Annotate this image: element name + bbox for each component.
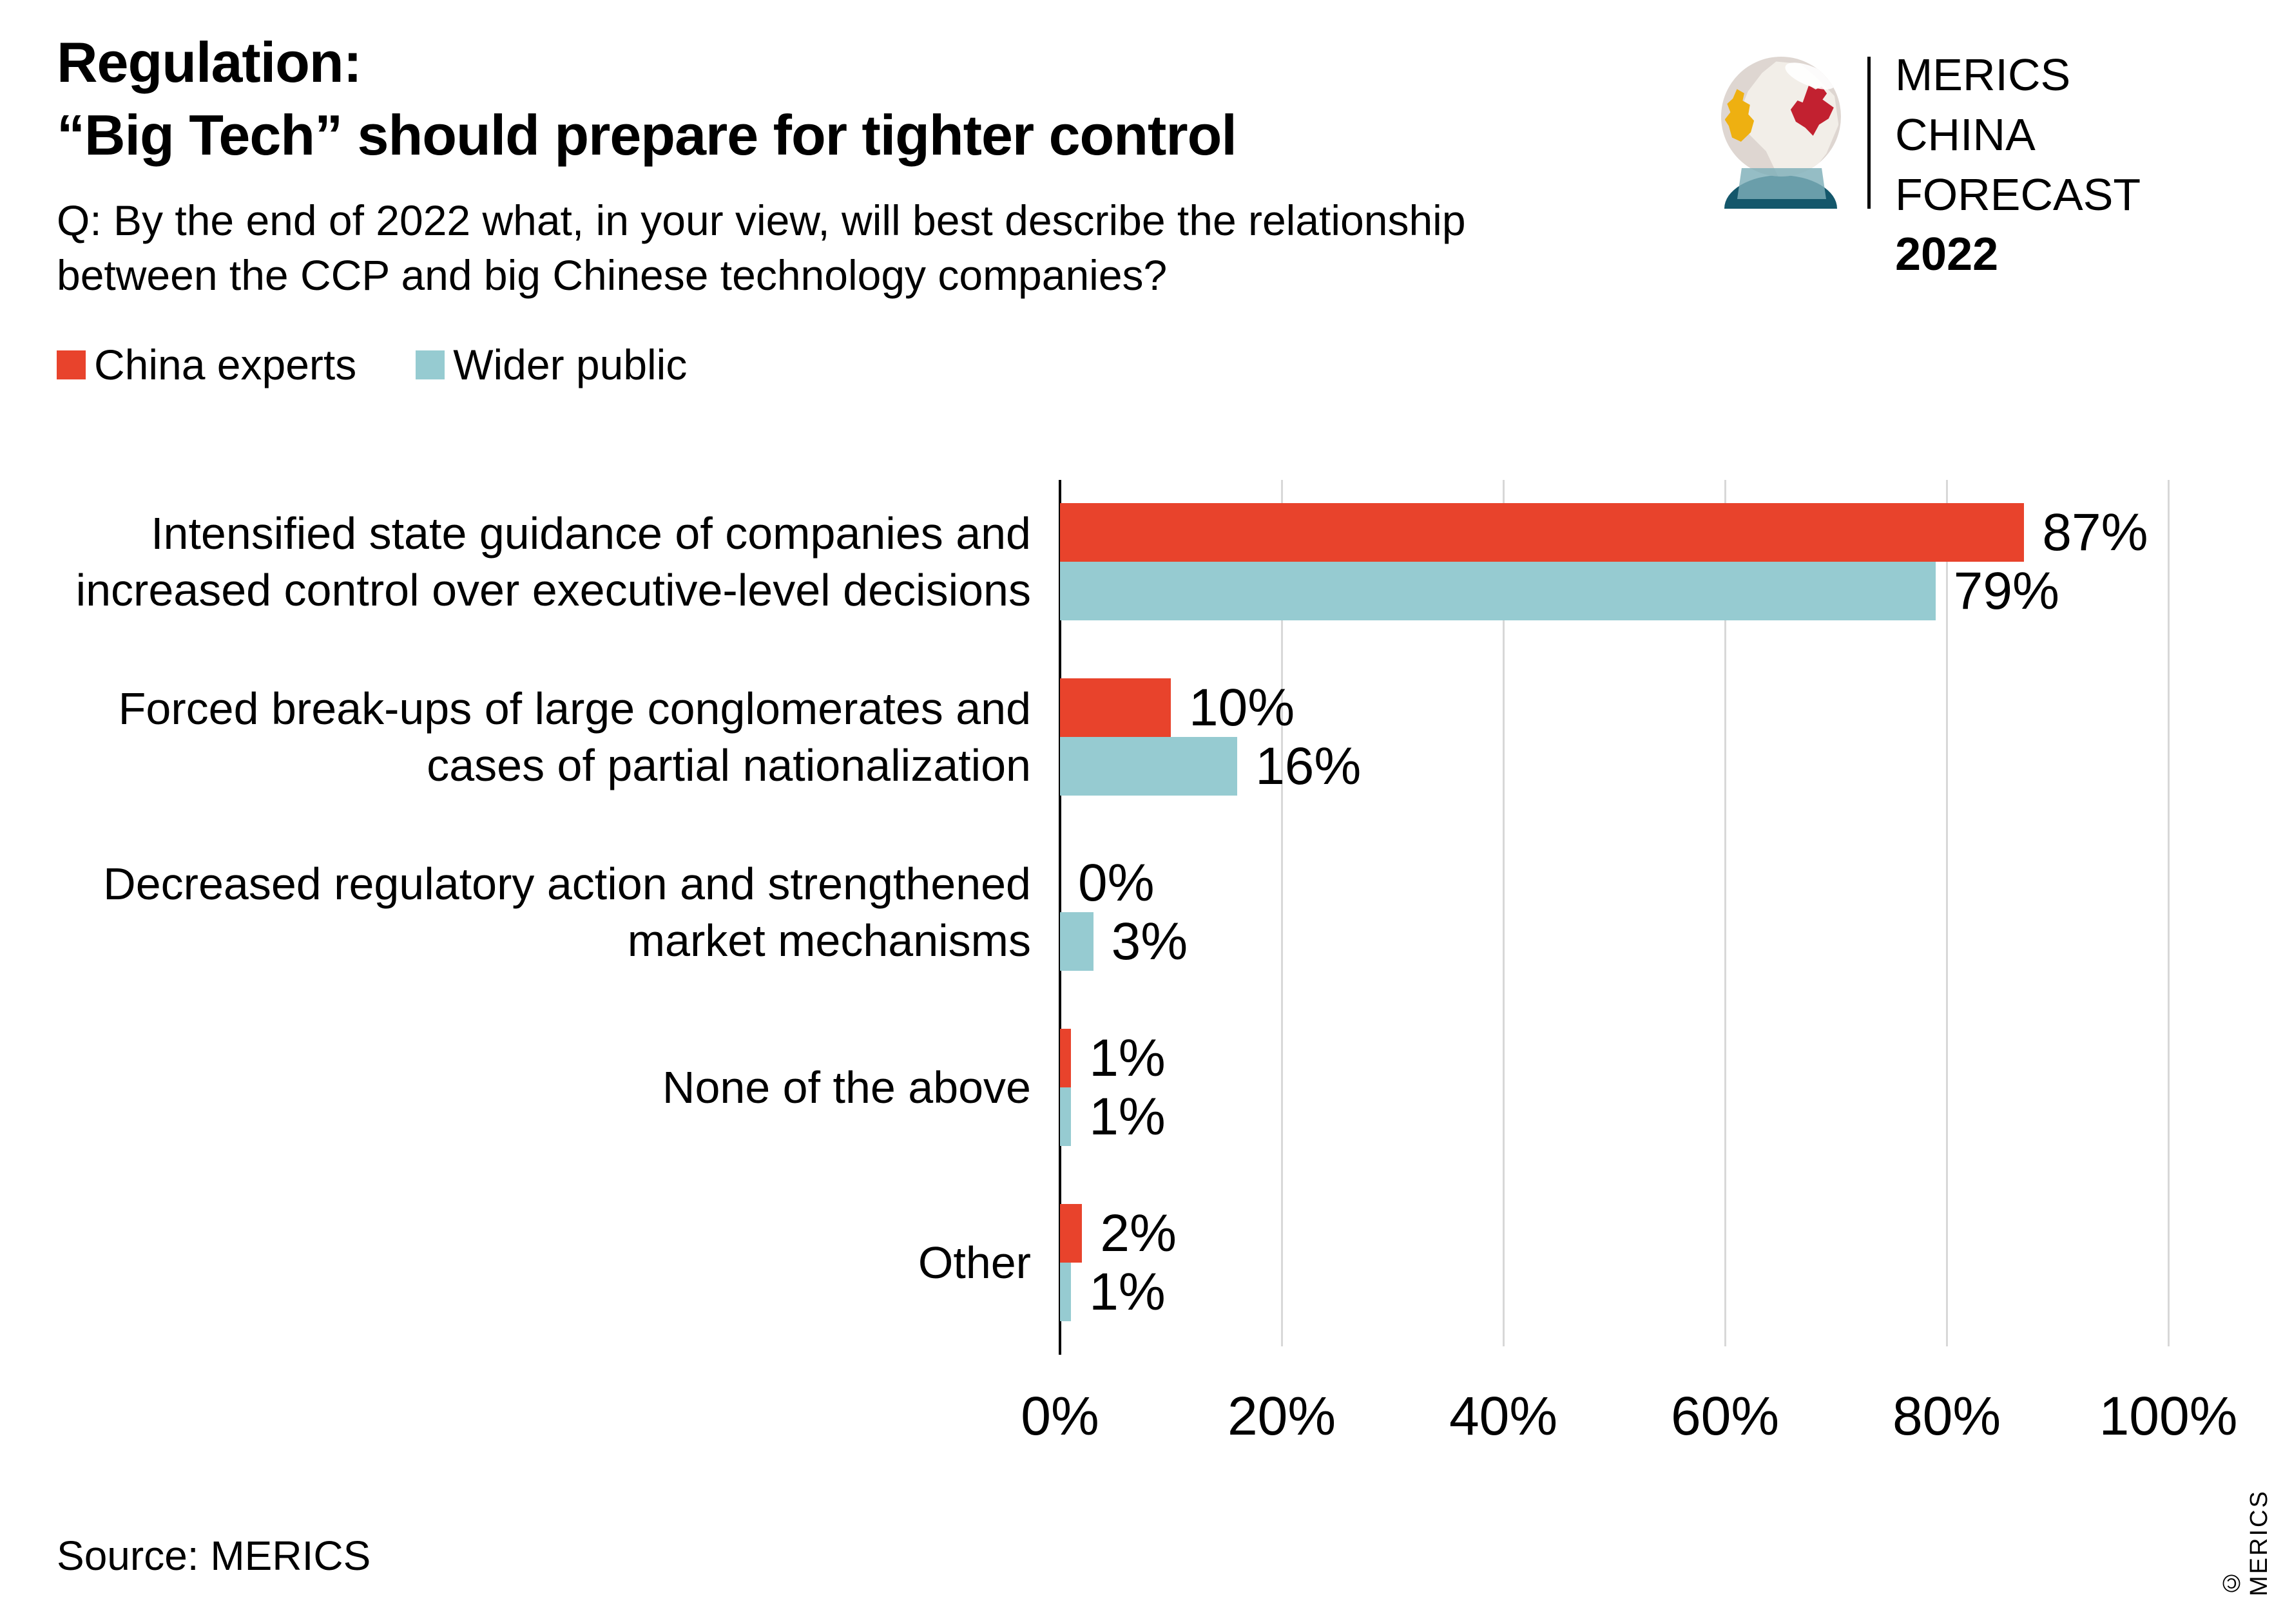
title-line-1: Regulation: xyxy=(57,30,362,94)
value-label-wider-public-row-2: 16% xyxy=(1255,737,1362,796)
bar-wider-public-row-3 xyxy=(1060,912,1093,971)
x-axis-tick-60%: 60% xyxy=(1670,1386,1780,1446)
category-label-line: increased control over executive-level d… xyxy=(75,565,1031,615)
brand-wordmark: MERICS CHINA FORECAST 2022 xyxy=(1895,45,2283,285)
brand-line-year: 2022 xyxy=(1895,229,1999,280)
wider-public-swatch-icon xyxy=(416,350,445,379)
bar-wider-public-row-5 xyxy=(1060,1263,1072,1321)
value-label-wider-public-row-4: 1% xyxy=(1089,1087,1166,1146)
category-label: Forced break-ups of large conglomerates … xyxy=(26,680,1031,794)
subtitle-line-2: between the CCP and big Chinese technolo… xyxy=(57,251,1168,299)
gridline-40% xyxy=(1502,480,1505,1346)
category-label: Decreased regulatory action and strength… xyxy=(26,855,1031,969)
legend-item-china-experts: China experts xyxy=(57,343,356,386)
category-label-line: Decreased regulatory action and strength… xyxy=(103,859,1031,909)
title-line-2: “Big Tech” should prepare for tighter co… xyxy=(57,103,1237,167)
category-label-line: None of the above xyxy=(662,1062,1031,1113)
china-experts-swatch-icon xyxy=(57,350,86,379)
x-axis-tick-0%: 0% xyxy=(1021,1386,1099,1446)
bar-china-experts-row-2 xyxy=(1060,678,1171,737)
survey-question: Q: By the end of 2022 what, in your view… xyxy=(57,193,1466,303)
category-label-line: Other xyxy=(918,1237,1031,1288)
category-label-line: Intensified state guidance of companies … xyxy=(151,508,1031,559)
globe-crystal-ball-icon xyxy=(1721,57,1841,177)
legend-item-wider-public: Wider public xyxy=(416,343,687,386)
source-note: Source: MERICS xyxy=(57,1533,371,1579)
brand-line-china-forecast: CHINA FORECAST xyxy=(1895,110,2141,220)
gridline-80% xyxy=(1945,480,1948,1346)
bar-wider-public-row-1 xyxy=(1060,562,1936,620)
value-label-wider-public-row-1: 79% xyxy=(1953,562,2059,620)
gridline-20% xyxy=(1280,480,1283,1346)
value-label-china-experts-row-3: 0% xyxy=(1078,854,1155,912)
category-label: Intensified state guidance of companies … xyxy=(26,505,1031,618)
category-label-line: Forced break-ups of large conglomerates … xyxy=(118,683,1031,734)
bar-china-experts-row-5 xyxy=(1060,1204,1083,1263)
value-label-china-experts-row-4: 1% xyxy=(1089,1029,1166,1087)
brand-line-merics: MERICS xyxy=(1895,50,2071,100)
bar-wider-public-row-2 xyxy=(1060,737,1238,796)
x-axis-tick-20%: 20% xyxy=(1227,1386,1336,1446)
legend-label: China experts xyxy=(94,341,357,388)
category-label-line: cases of partial nationalization xyxy=(427,740,1031,790)
x-axis-tick-80%: 80% xyxy=(1892,1386,2001,1446)
category-label-line: market mechanisms xyxy=(627,915,1031,966)
logo-divider-rule xyxy=(1867,57,1871,209)
value-label-china-experts-row-5: 2% xyxy=(1100,1204,1177,1263)
category-label: Other xyxy=(26,1234,1031,1291)
legend-label: Wider public xyxy=(453,341,688,388)
bar-wider-public-row-4 xyxy=(1060,1087,1072,1146)
value-label-china-experts-row-1: 87% xyxy=(2042,503,2148,562)
x-axis-tick-40%: 40% xyxy=(1449,1386,1558,1446)
chart-legend: China experts Wider public xyxy=(57,343,746,386)
gridline-100% xyxy=(2167,480,2170,1346)
x-axis-tick-100%: 100% xyxy=(2099,1386,2238,1446)
gridline-60% xyxy=(1724,480,1726,1346)
crystal-ball-stand-icon xyxy=(1737,168,1826,199)
page-title: Regulation: “Big Tech” should prepare fo… xyxy=(57,26,1237,171)
bar-china-experts-row-1 xyxy=(1060,503,2025,562)
category-label: None of the above xyxy=(26,1059,1031,1116)
copyright-note: © MERICS xyxy=(2218,1489,2273,1596)
value-label-wider-public-row-3: 3% xyxy=(1111,912,1188,971)
value-label-wider-public-row-5: 1% xyxy=(1089,1263,1166,1321)
bar-china-experts-row-4 xyxy=(1060,1029,1072,1087)
value-label-china-experts-row-2: 10% xyxy=(1189,678,1295,737)
subtitle-line-1: Q: By the end of 2022 what, in your view… xyxy=(57,196,1466,244)
